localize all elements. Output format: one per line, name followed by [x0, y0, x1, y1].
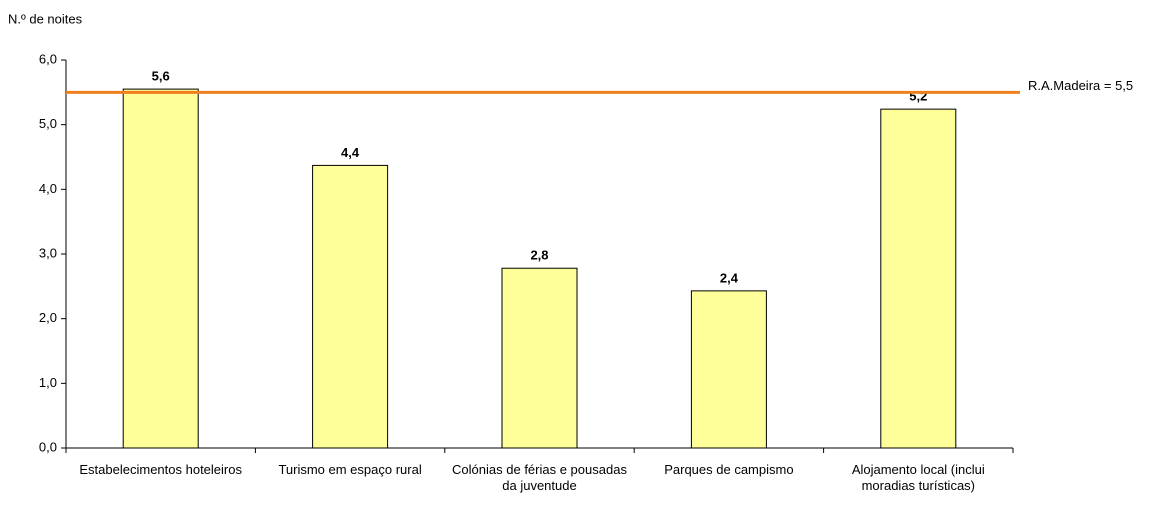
x-tick-label: Alojamento local (inclui moradias turíst…: [851, 462, 985, 493]
y-tick-label: 1,0: [39, 375, 57, 390]
bar: [880, 108, 957, 449]
data-label: 2,8: [530, 248, 548, 263]
bar: [312, 164, 389, 449]
bar: [501, 267, 578, 449]
data-label: 4,4: [341, 145, 360, 160]
y-tick-label: 6,0: [39, 51, 57, 66]
x-tick-label: Turismo em espaço rural: [278, 462, 422, 477]
y-tick-label: 0,0: [39, 439, 57, 454]
y-tick-label: 4,0: [39, 181, 57, 196]
x-tick-label: Colónias de férias e pousadas da juventu…: [452, 462, 627, 493]
y-tick-label: 5,0: [39, 116, 57, 131]
y-axis-label: N.º de noites: [8, 11, 83, 26]
reference-label: R.A.Madeira = 5,5: [1028, 78, 1133, 93]
y-tick-label: 3,0: [39, 245, 57, 260]
data-label: 2,4: [720, 270, 739, 285]
x-tick-label: Parques de campismo: [664, 462, 794, 477]
y-tick-label: 2,0: [39, 310, 57, 325]
bar: [122, 88, 199, 449]
bar: [690, 290, 767, 449]
data-label: 5,6: [152, 69, 170, 84]
x-tick-label: Estabelecimentos hoteleiros: [79, 462, 242, 477]
